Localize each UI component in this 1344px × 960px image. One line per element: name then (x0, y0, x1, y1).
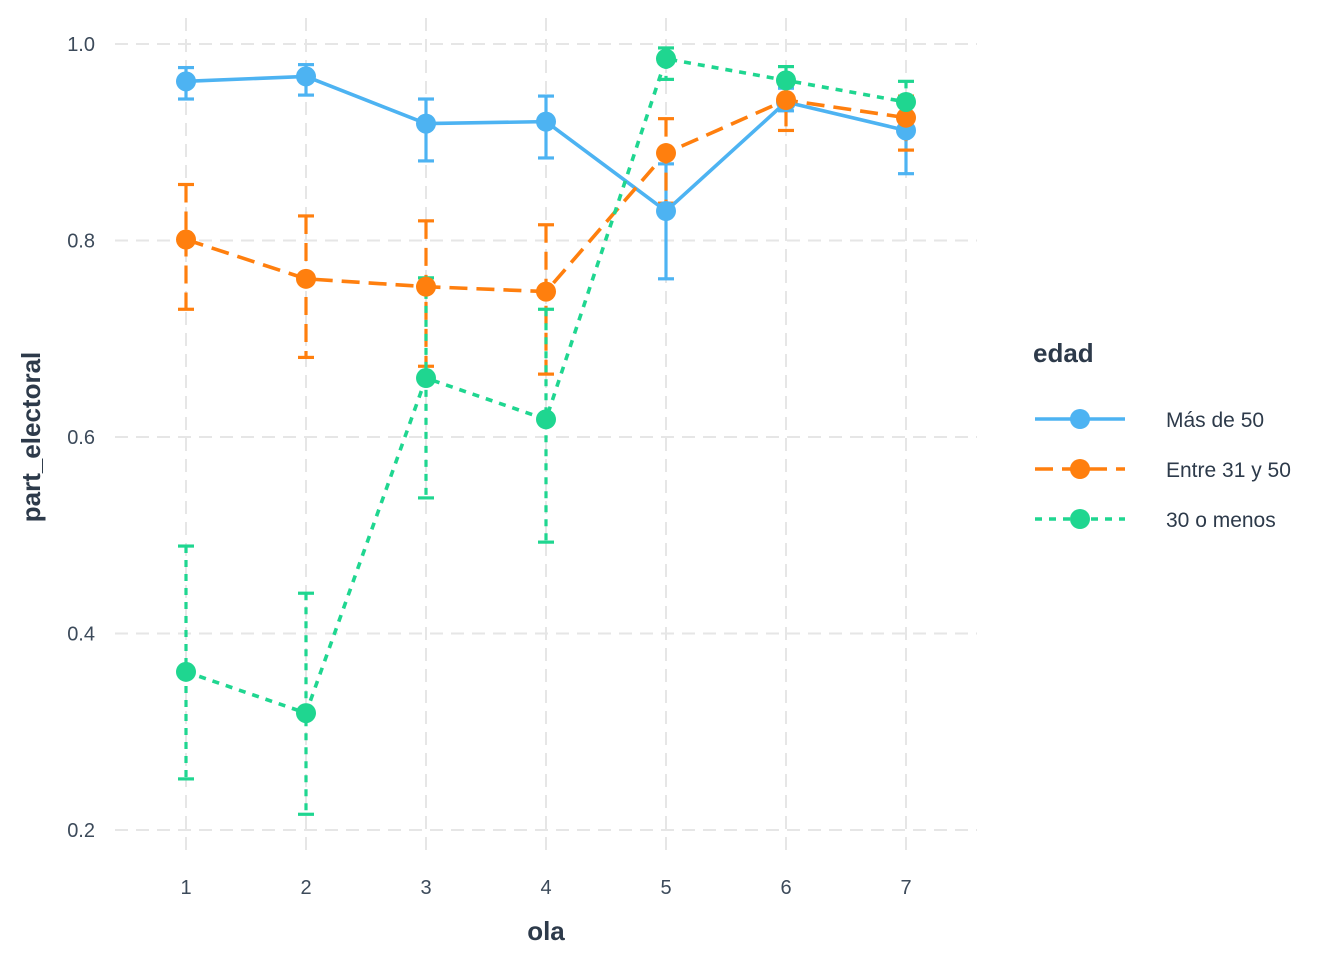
y-tick-labels: 0.2 0.4 0.6 0.8 1.0 (67, 34, 95, 842)
point-s2-3 (536, 409, 556, 430)
legend-key-2 (1070, 509, 1090, 529)
error-bar-s1-3 (538, 223, 554, 376)
point-s0-3 (536, 111, 556, 132)
point-s2-2 (416, 368, 436, 389)
x-tick-label-3: 4 (540, 877, 551, 899)
point-s0-0 (176, 71, 196, 92)
x-tick-label-2: 3 (420, 877, 431, 899)
y-tick-label-4: 1.0 (67, 34, 95, 56)
point-s1-6 (896, 107, 916, 128)
legend-item-0: Más de 50 (1035, 409, 1264, 432)
x-tick-label-4: 5 (660, 877, 671, 899)
y-tick-label-2: 0.6 (67, 427, 95, 449)
x-axis-title: ola (527, 916, 565, 946)
legend-label-2: 30 o menos (1166, 509, 1276, 532)
legend-item-2: 30 o menos (1035, 509, 1276, 532)
legend-item-1: Entre 31 y 50 (1035, 459, 1291, 482)
point-s1-2 (416, 276, 436, 297)
x-tick-label-1: 2 (300, 877, 311, 899)
legend-label-0: Más de 50 (1166, 409, 1264, 432)
y-tick-label-0: 0.2 (67, 820, 95, 842)
point-s1-1 (296, 268, 316, 289)
y-tick-label-3: 0.8 (67, 231, 95, 253)
point-s1-5 (776, 90, 796, 111)
point-s0-2 (416, 113, 436, 134)
x-tick-labels: 1 2 3 4 5 6 7 (180, 877, 911, 899)
point-s0-4 (656, 201, 676, 222)
error-bar-s2-1 (298, 591, 314, 816)
point-s2-0 (176, 661, 196, 682)
legend-label-1: Entre 31 y 50 (1166, 459, 1291, 482)
x-tick-label-6: 7 (900, 877, 911, 899)
y-tick-label-1: 0.4 (67, 624, 95, 646)
x-tick-label-5: 6 (780, 877, 791, 899)
point-s2-5 (776, 70, 796, 91)
point-s2-6 (896, 91, 916, 112)
legend-key-1 (1070, 459, 1090, 479)
y-axis-title: part_electoral (16, 352, 46, 523)
x-tick-label-0: 1 (180, 877, 191, 899)
point-s2-4 (656, 48, 676, 69)
point-s0-1 (296, 66, 316, 87)
point-s2-1 (296, 703, 316, 724)
point-s1-0 (176, 229, 196, 250)
legend: edad Más de 50 Entre 31 y 50 30 o menos (1033, 338, 1291, 532)
point-s1-3 (536, 281, 556, 302)
legend-key-0 (1070, 409, 1090, 429)
data-points (176, 48, 916, 724)
point-s1-4 (656, 143, 676, 164)
legend-title: edad (1033, 338, 1094, 368)
